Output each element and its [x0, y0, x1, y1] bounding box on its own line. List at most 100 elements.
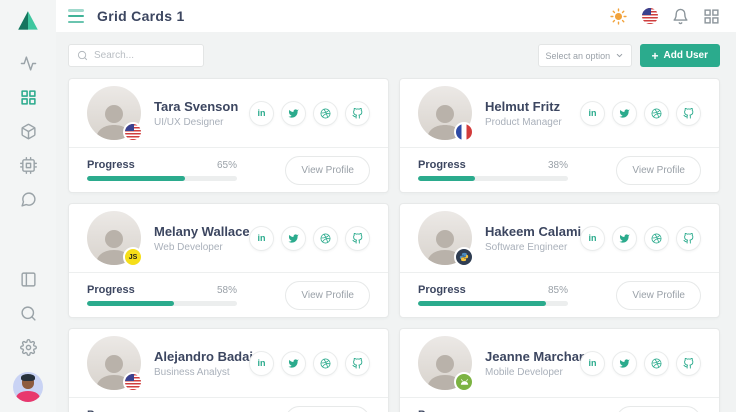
user-role: Business Analyst	[154, 366, 230, 378]
icon-sidebar	[0, 0, 56, 412]
sidebar-item-system[interactable]	[11, 148, 45, 182]
progress-percent: 65%	[216, 160, 237, 171]
card-bottom: Progress View Profile	[400, 398, 719, 412]
sidebar-item-settings[interactable]	[11, 330, 45, 364]
search-input[interactable]	[94, 50, 195, 61]
chat-bubble-icon	[20, 191, 36, 207]
theme-sun-icon[interactable]	[610, 7, 627, 25]
twitter-icon	[288, 233, 299, 243]
dribbble-icon	[651, 233, 662, 243]
dribbble-button[interactable]	[644, 100, 669, 126]
github-button[interactable]	[676, 225, 701, 251]
avatar-badge	[123, 372, 143, 392]
select-value: Select an option	[545, 50, 611, 61]
linkedin-button[interactable]: in	[580, 225, 605, 251]
github-button[interactable]	[345, 350, 370, 376]
python-badge-icon	[459, 252, 469, 262]
twitter-button[interactable]	[281, 100, 306, 126]
card-top: Helmut Fritz Product Manager in	[400, 79, 719, 148]
dribbble-icon	[651, 358, 662, 368]
dribbble-icon	[320, 358, 331, 368]
view-profile-button[interactable]: View Profile	[285, 405, 370, 412]
progress-percent: 58%	[216, 285, 237, 296]
hamburger-menu-icon[interactable]	[68, 9, 86, 23]
github-button[interactable]	[676, 350, 701, 376]
apps-grid-icon[interactable]	[703, 8, 720, 25]
social-links: in	[249, 225, 370, 251]
view-profile-button[interactable]: View Profile	[616, 280, 701, 310]
android-badge-icon	[460, 378, 468, 385]
social-links: in	[249, 100, 370, 126]
search-icon	[20, 305, 36, 321]
user-card: Helmut Fritz Product Manager in Progress	[399, 78, 720, 193]
linkedin-button[interactable]: in	[580, 100, 605, 126]
avatar-badge	[454, 247, 474, 267]
user-info: Melany Wallace Web Developer	[154, 224, 250, 253]
layout-icon	[20, 271, 36, 287]
dribbble-button[interactable]	[313, 100, 338, 126]
notifications-bell-icon[interactable]	[672, 8, 689, 25]
linkedin-button[interactable]: in	[249, 350, 274, 376]
twitter-button[interactable]	[612, 100, 637, 126]
language-us-flag-icon[interactable]	[641, 8, 658, 25]
activity-icon	[20, 55, 36, 71]
progress-fill	[418, 301, 546, 306]
github-icon	[683, 107, 694, 119]
card-top: Hakeem Calami Software Engineer in	[400, 204, 719, 273]
card-bottom: Progress View Profile	[69, 398, 388, 412]
twitter-icon	[619, 108, 630, 118]
progress-label: Progress	[418, 409, 466, 412]
view-profile-button[interactable]: View Profile	[616, 155, 701, 185]
avatar-badge	[454, 372, 474, 392]
card-bottom: Progress 38% View Profile	[400, 148, 719, 192]
progress-fill	[87, 176, 185, 181]
twitter-button[interactable]	[281, 350, 306, 376]
github-icon	[352, 232, 363, 244]
linkedin-button[interactable]: in	[249, 100, 274, 126]
card-top: Jeanne Marchand Mobile Developer in	[400, 329, 719, 398]
linkedin-button[interactable]: in	[249, 225, 274, 251]
dribbble-button[interactable]	[644, 225, 669, 251]
github-button[interactable]	[345, 100, 370, 126]
github-button[interactable]	[345, 225, 370, 251]
sidebar-item-layout[interactable]	[11, 262, 45, 296]
user-role: Product Manager	[485, 116, 562, 128]
toolbar-right: Select an option + Add User	[537, 44, 720, 67]
progress-track	[418, 176, 568, 181]
sidebar-user-avatar[interactable]	[13, 372, 43, 402]
add-user-button[interactable]: + Add User	[639, 44, 720, 67]
progress-label: Progress	[87, 159, 135, 171]
linkedin-button[interactable]: in	[580, 350, 605, 376]
add-user-label: Add User	[663, 50, 708, 61]
js-badge-icon: JS	[128, 253, 138, 261]
progress-block: Progress	[418, 409, 568, 412]
search-icon	[77, 50, 88, 61]
sidebar-item-packages[interactable]	[11, 114, 45, 148]
sidebar-item-grid-cards[interactable]	[11, 80, 45, 114]
user-role: Software Engineer	[485, 241, 568, 253]
twitter-button[interactable]	[281, 225, 306, 251]
avatar-shirt	[16, 391, 40, 402]
sidebar-item-activity[interactable]	[11, 46, 45, 80]
sidebar-item-search[interactable]	[11, 296, 45, 330]
dribbble-button[interactable]	[313, 225, 338, 251]
twitter-button[interactable]	[612, 350, 637, 376]
dribbble-button[interactable]	[313, 350, 338, 376]
card-bottom: Progress 85% View Profile	[400, 273, 719, 317]
dribbble-button[interactable]	[644, 350, 669, 376]
linkedin-icon: in	[257, 107, 266, 118]
card-bottom: Progress 65% View Profile	[69, 148, 388, 192]
user-card: Hakeem Calami Software Engineer in Progr	[399, 203, 720, 318]
app-logo-icon[interactable]	[15, 8, 41, 32]
option-select[interactable]: Select an option	[537, 44, 632, 67]
sidebar-item-messages[interactable]	[11, 182, 45, 216]
search-box[interactable]	[68, 44, 204, 67]
view-profile-button[interactable]: View Profile	[285, 155, 370, 185]
view-profile-button[interactable]: View Profile	[616, 405, 701, 412]
twitter-button[interactable]	[612, 225, 637, 251]
view-profile-button[interactable]: View Profile	[285, 280, 370, 310]
progress-block: Progress 65%	[87, 159, 237, 181]
github-button[interactable]	[676, 100, 701, 126]
twitter-icon	[619, 358, 630, 368]
